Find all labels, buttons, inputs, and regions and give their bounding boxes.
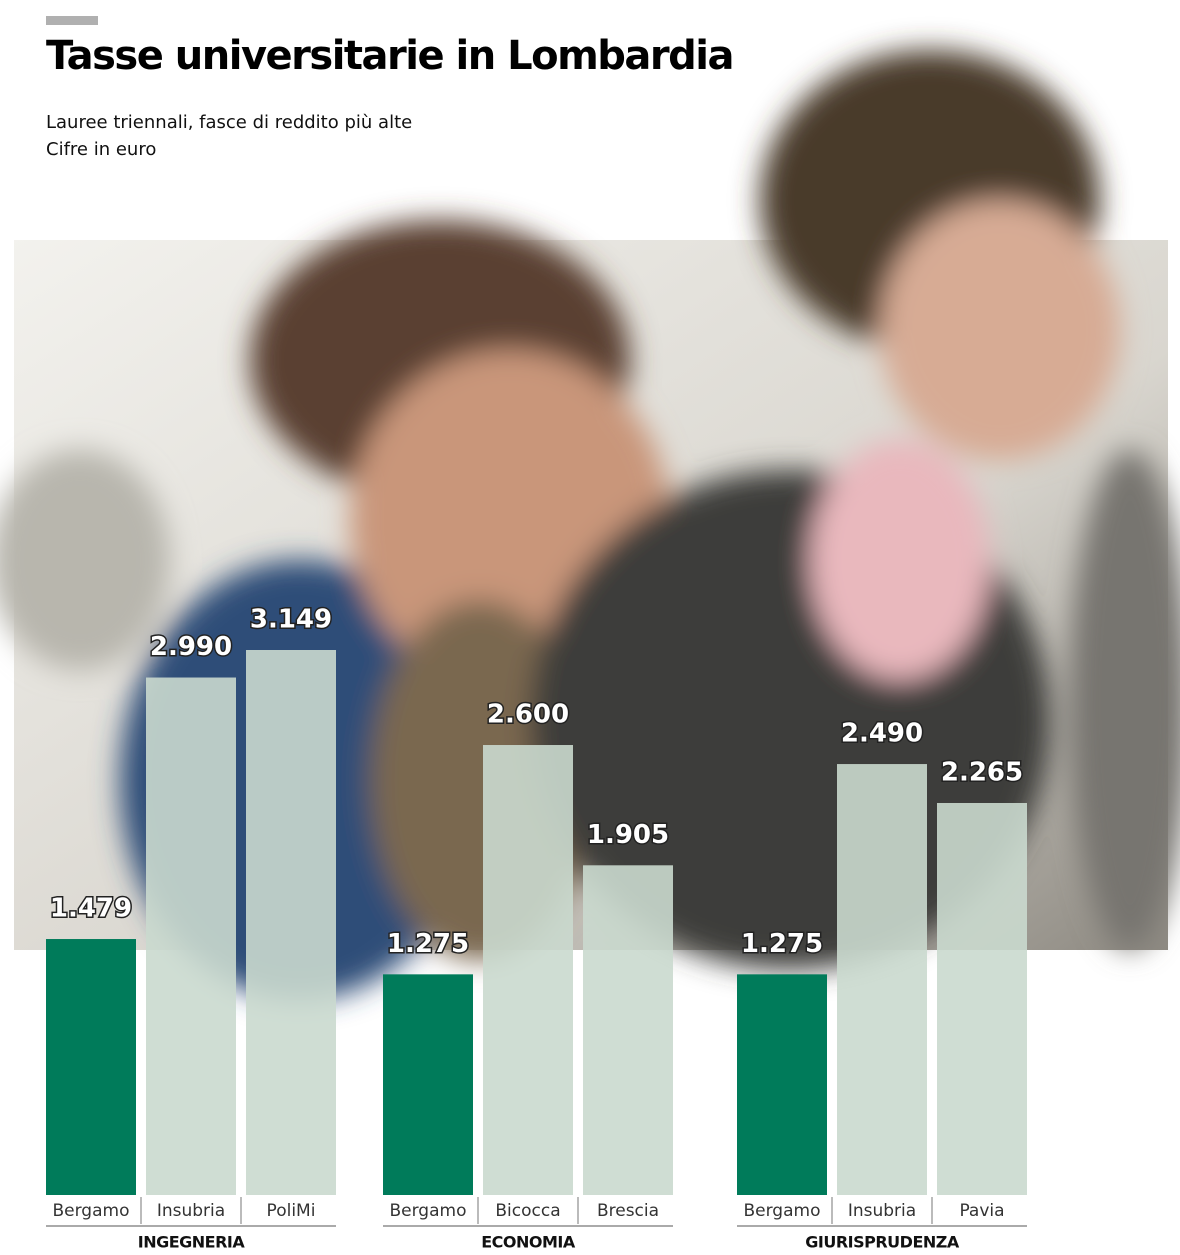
- bar: [937, 802, 1027, 1195]
- bar: [146, 677, 236, 1195]
- value-label: 1.905: [587, 820, 669, 850]
- bar: [46, 939, 136, 1195]
- photo: [0, 40, 1180, 1000]
- value-label: 2.265: [941, 757, 1023, 787]
- x-tick-label: Pavia: [959, 1201, 1004, 1221]
- x-tick-label: Bicocca: [495, 1201, 560, 1221]
- value-label: 2.990: [150, 632, 232, 662]
- bar: [737, 974, 827, 1195]
- value-label: 3.149: [250, 605, 332, 635]
- x-tick-label: Bergamo: [744, 1201, 821, 1221]
- x-tick-label: Insubria: [848, 1201, 916, 1221]
- title-accent: [46, 16, 98, 25]
- group-label: GIURISPRUDENZA: [805, 1233, 960, 1252]
- group-label: ECONOMIA: [481, 1233, 576, 1252]
- x-tick-label: Brescia: [597, 1201, 659, 1221]
- value-label: 1.275: [387, 929, 469, 959]
- chart-title: Tasse universitarie in Lombardia: [46, 33, 733, 79]
- subtitle: Lauree triennali, fasce di reddito più a…: [46, 112, 412, 133]
- x-tick-label: Insubria: [157, 1201, 225, 1221]
- value-label: 2.490: [841, 719, 923, 749]
- value-label: 2.600: [487, 700, 569, 730]
- bar: [246, 650, 336, 1195]
- bar: [583, 865, 673, 1195]
- x-tick-label: Bergamo: [390, 1201, 467, 1221]
- x-tick-label: PoliMi: [267, 1201, 316, 1221]
- subtitle: Cifre in euro: [46, 139, 156, 160]
- bar: [837, 764, 927, 1195]
- bar: [383, 974, 473, 1195]
- value-label: 1.275: [741, 929, 823, 959]
- group-label: INGEGNERIA: [138, 1233, 246, 1252]
- x-tick-label: Bergamo: [53, 1201, 130, 1221]
- value-label: 1.479: [50, 894, 132, 924]
- bar: [483, 745, 573, 1195]
